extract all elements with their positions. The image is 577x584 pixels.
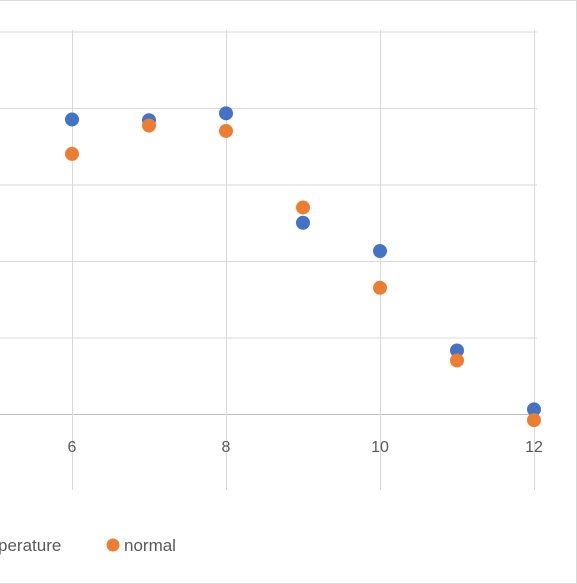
x-tick-labels: 6 8 10 12 bbox=[68, 439, 543, 456]
legend-label-temperature: perature bbox=[0, 536, 61, 555]
x-tick-label: 12 bbox=[525, 439, 543, 456]
data-point-normal bbox=[527, 413, 541, 428]
x-tick-label: 10 bbox=[371, 439, 389, 456]
data-point-normal bbox=[142, 118, 156, 133]
data-point-normal bbox=[65, 146, 79, 161]
legend-label-normal: normal bbox=[124, 536, 176, 555]
data-point-temperature bbox=[219, 106, 233, 121]
data-point-temperature bbox=[373, 244, 387, 259]
data-point-temperature bbox=[527, 402, 541, 417]
data-point-temperature bbox=[450, 343, 464, 358]
legend-marker-normal bbox=[106, 538, 120, 552]
legend: perature normal bbox=[0, 536, 176, 555]
data-point-temperature bbox=[65, 112, 79, 127]
data-point-normal bbox=[373, 280, 387, 295]
data-point-normal bbox=[296, 200, 310, 215]
x-tick-label: 6 bbox=[68, 439, 77, 456]
x-tick-label: 8 bbox=[222, 439, 231, 456]
grid-lines bbox=[0, 30, 537, 490]
data-points bbox=[65, 106, 541, 428]
data-point-normal bbox=[219, 123, 233, 138]
data-point-normal bbox=[450, 353, 464, 368]
data-point-temperature bbox=[296, 215, 310, 230]
